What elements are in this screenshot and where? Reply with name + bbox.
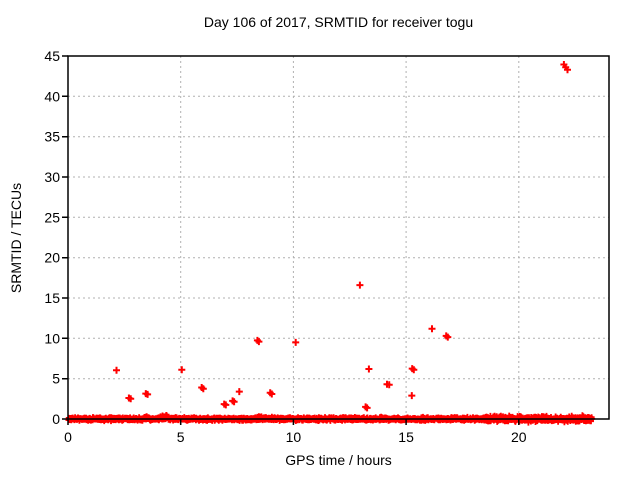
y-tick-label: 10 [44,330,60,346]
y-tick-label: 25 [44,209,60,225]
y-tick-label: 15 [44,290,60,306]
chart-title: Day 106 of 2017, SRMTID for receiver tog… [203,14,474,30]
y-tick-label: 30 [44,169,60,185]
x-tick-label: 20 [511,429,527,445]
x-tick-label: 15 [398,429,414,445]
y-axis-label: SRMTID / TECUs [8,182,24,294]
x-tick-label: 5 [177,429,185,445]
y-tick-label: 0 [52,411,60,427]
x-axis-label: GPS time / hours [285,452,392,468]
y-tick-label: 40 [44,88,60,104]
y-tick-label: 35 [44,129,60,145]
y-tick-label: 45 [44,48,60,64]
y-tick-label: 20 [44,250,60,266]
y-tick-label: 5 [52,371,60,387]
x-tick-label: 0 [64,429,72,445]
x-tick-label: 10 [286,429,302,445]
